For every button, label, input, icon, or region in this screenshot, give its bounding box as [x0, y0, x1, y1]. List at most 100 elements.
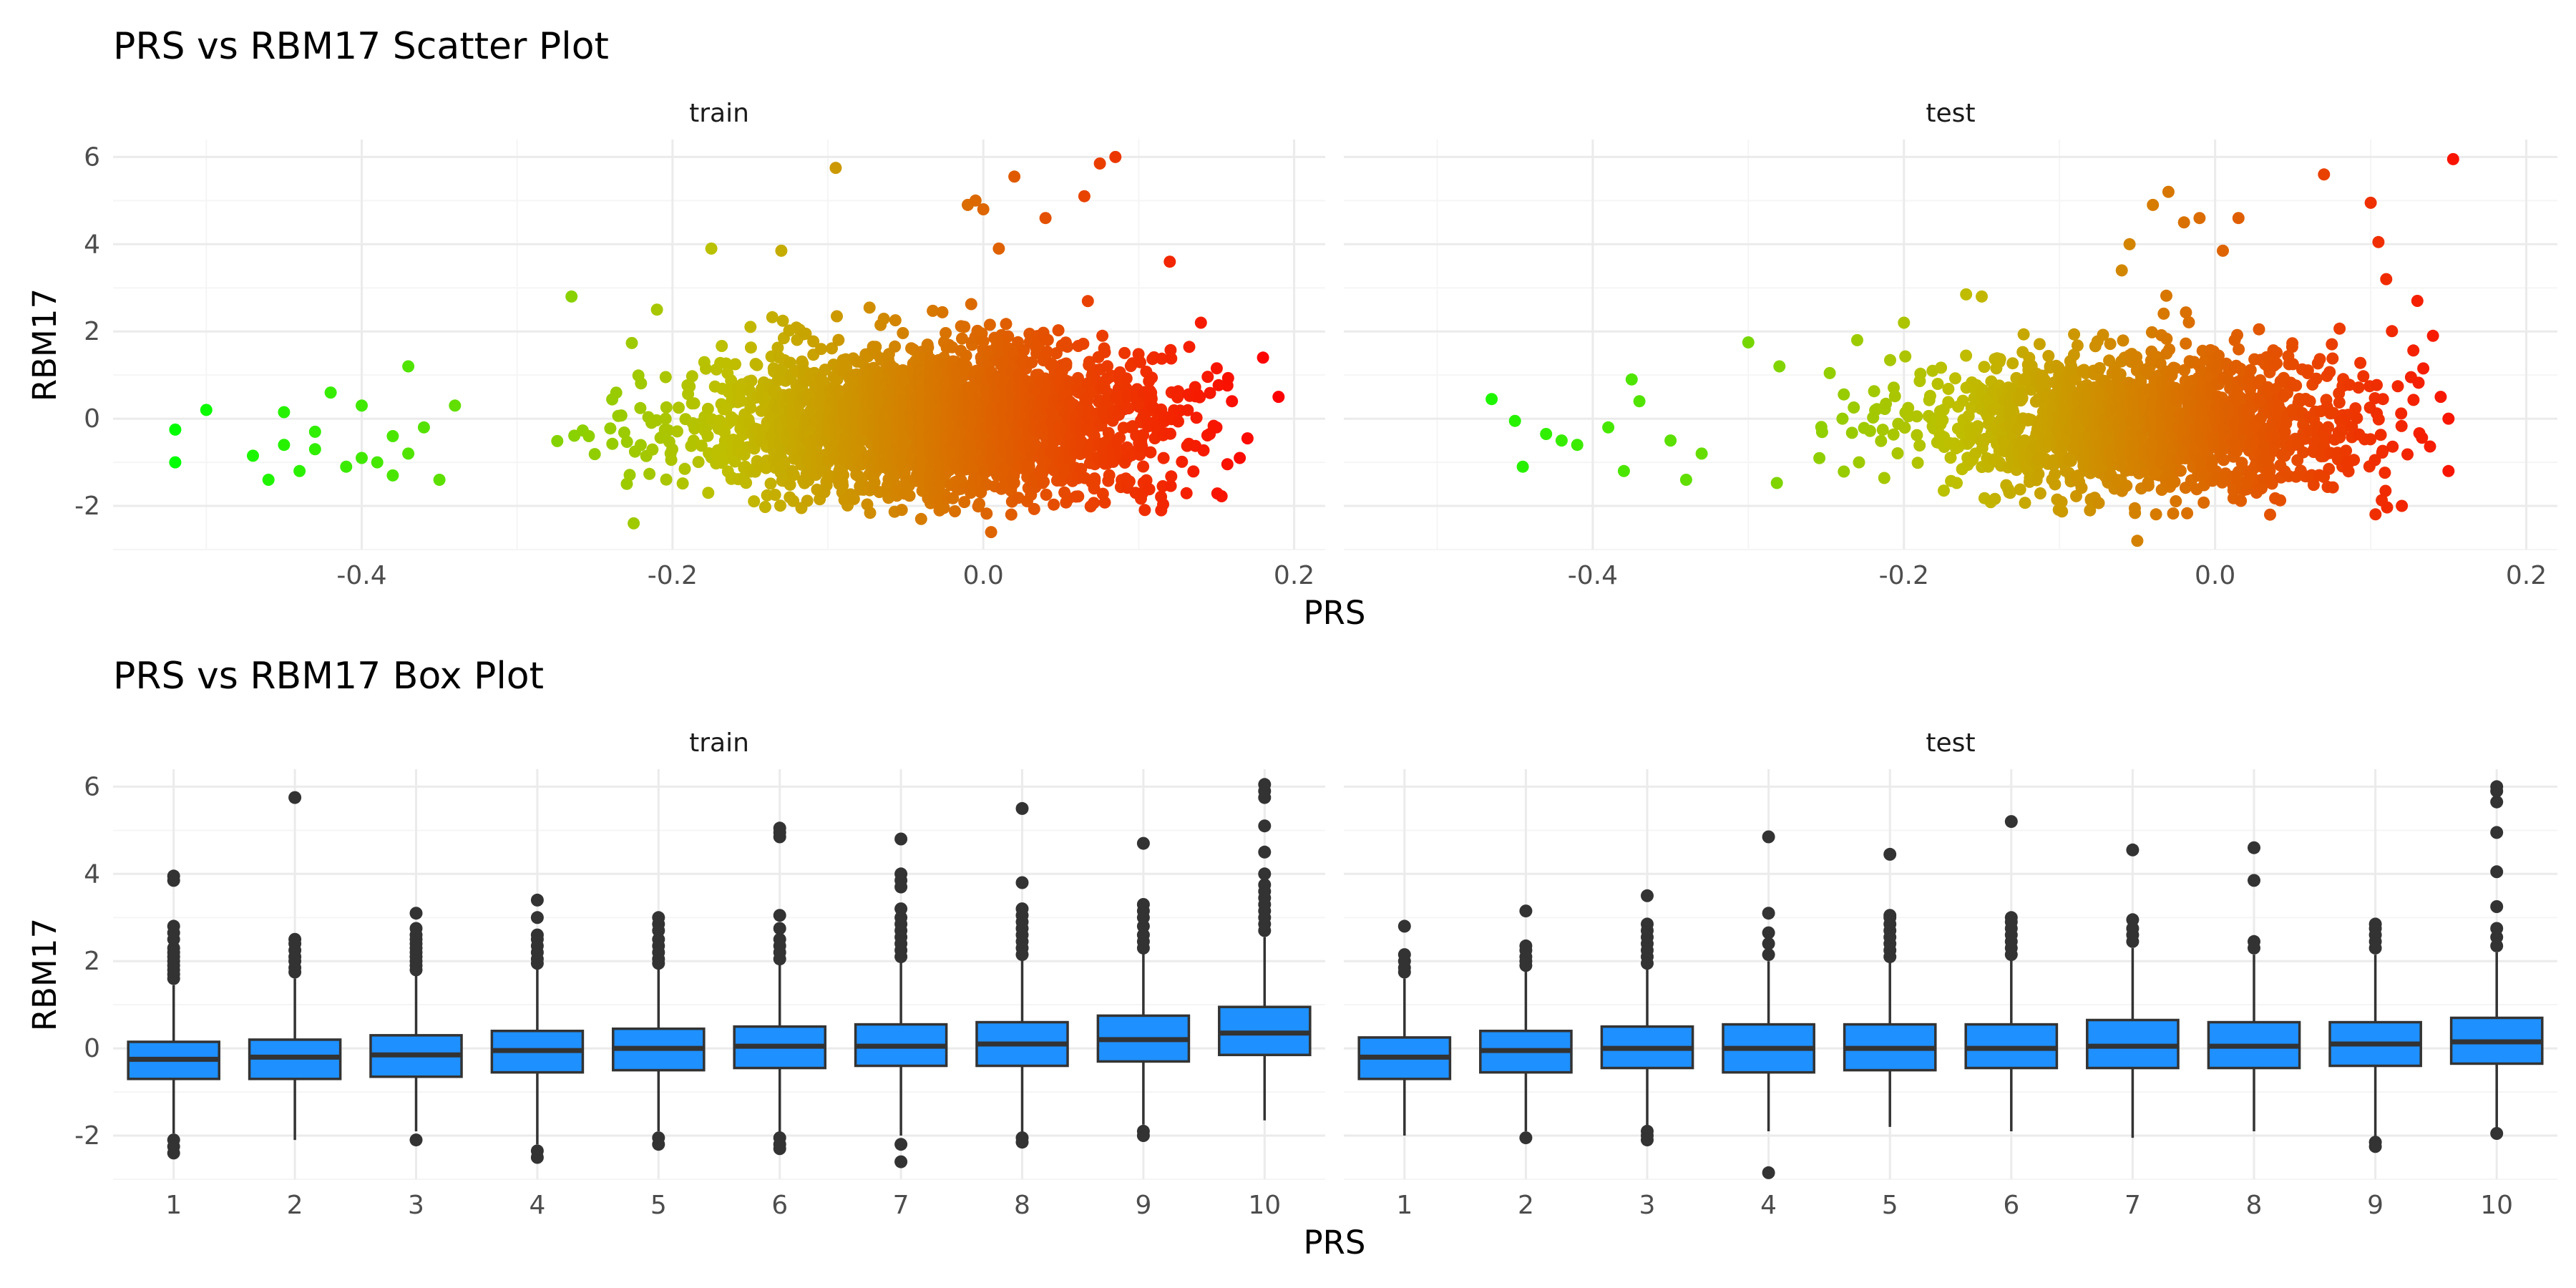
scatter-train-point [646, 443, 659, 456]
scatter-test-point [2071, 339, 2084, 352]
scatter-test-point [2123, 238, 2136, 250]
box-test-x-tick-label: 9 [2367, 1191, 2384, 1220]
box-test-x-tick-label: 1 [1396, 1191, 1413, 1220]
box-test-cat-10-outlier [2490, 780, 2504, 794]
scatter-train-point [671, 425, 683, 438]
box-test-cat-10-outlier [2490, 922, 2504, 935]
scatter-test-point [2426, 329, 2439, 342]
scatter-test-point [2351, 411, 2363, 424]
scatter-train-point [1190, 411, 1203, 424]
box-train-cat-3-outlier [409, 922, 423, 935]
box-train-y-tick-label: -2 [74, 1121, 100, 1151]
scatter-test-point [2386, 325, 2399, 338]
scatter-train-point [740, 477, 753, 489]
scatter-test-point [2169, 362, 2182, 375]
box-train-x-tick-label: 10 [1248, 1191, 1281, 1220]
scatter-test-point [2333, 396, 2346, 409]
scatter-test-point [2131, 535, 2144, 547]
scatter-test-point [2193, 212, 2206, 225]
scatter-test-x-tick-label: -0.4 [1568, 561, 1618, 590]
scatter-train-point [615, 409, 628, 422]
scatter-train-point [662, 424, 675, 436]
scatter-train-point [402, 360, 415, 373]
box-test-cat-10-outlier [2490, 900, 2504, 913]
scatter-test-point [1742, 336, 1755, 348]
scatter-train-point [807, 335, 820, 348]
scatter-plot-title: PRS vs RBM17 Scatter Plot [113, 25, 609, 68]
scatter-test-point [2303, 395, 2316, 408]
scatter-train-point [1241, 432, 1254, 445]
scatter-test-point [1880, 397, 1893, 410]
scatter-test-point [2117, 334, 2129, 347]
box-test-cat-9-outlier [2368, 917, 2382, 931]
scatter-test-point [1845, 426, 1858, 439]
scatter-test-point [1868, 385, 1880, 398]
scatter-test-point [1815, 426, 1828, 439]
scatter-test-point [2326, 481, 2339, 494]
scatter-test-point [1838, 465, 1850, 478]
scatter-train-y-tick-label: 4 [84, 230, 100, 259]
scatter-test-point [2322, 421, 2334, 434]
scatter-test-point [1914, 367, 1927, 380]
scatter-test-point [1911, 457, 1924, 469]
scatter-test-point [2412, 376, 2425, 389]
scatter-test-point [1823, 366, 1836, 379]
scatter-train-point [1143, 483, 1156, 496]
scatter-test-point [2150, 508, 2162, 521]
scatter-test-point [2162, 185, 2175, 198]
box-train-cat-1-outlier [167, 1146, 180, 1160]
scatter-test-point [2407, 344, 2420, 357]
scatter-test-point [2320, 433, 2332, 446]
scatter-test-point [2168, 475, 2181, 488]
box-test-cat-8-outlier [2248, 841, 2260, 854]
box-train-x-tick-label: 7 [893, 1191, 909, 1220]
scatter-test-point [1911, 429, 1923, 441]
scatter-test-point [1848, 401, 1860, 414]
scatter-train-point [660, 473, 673, 486]
scatter-train-point [868, 476, 881, 489]
scatter-train-point [701, 402, 714, 415]
scatter-test-point [1485, 393, 1498, 406]
scatter-train-point [1118, 346, 1131, 359]
scatter-train-point [634, 439, 647, 452]
box-train-cat-9-outlier [1136, 1129, 1150, 1142]
scatter-train-point [1226, 395, 1239, 408]
scatter-train-point [417, 421, 430, 434]
scatter-test-x-tick-label: 0.0 [2195, 561, 2235, 590]
scatter-test-point [2056, 505, 2069, 518]
scatter-test-point [2369, 508, 2382, 521]
scatter-train-point [625, 336, 638, 349]
scatter-test-point [2313, 353, 2326, 366]
scatter-test-point [2147, 198, 2160, 211]
scatter-test-point [2067, 348, 2080, 361]
scatter-train-point [969, 194, 982, 207]
box-train-cat-10-outlier [1258, 778, 1272, 791]
scatter-train-point [1018, 344, 1030, 357]
box-test-cat-5-outlier [1883, 909, 1897, 922]
scatter-test-point [1913, 439, 1926, 452]
scatter-test-point [2416, 431, 2429, 444]
scatter-test-point [2446, 152, 2459, 165]
scatter-test-point [2145, 326, 2158, 338]
scatter-train-point [958, 496, 971, 509]
box-train-cat-9-outlier [1136, 836, 1150, 850]
scatter-train-point [831, 310, 843, 323]
box-test-x-tick-label: 10 [2480, 1191, 2513, 1220]
scatter-train-point [1144, 446, 1157, 459]
scatter-train-point [618, 426, 630, 439]
box-train-x-tick-label: 2 [287, 1191, 303, 1220]
scatter-test-point [2244, 364, 2257, 376]
scatter-train-point [371, 456, 384, 469]
scatter-test-point [2114, 368, 2127, 381]
box-test-cat-8-outlier [2248, 935, 2260, 948]
scatter-test-x-tick-label: 0.2 [2506, 561, 2547, 590]
scatter-train-point [1077, 338, 1090, 350]
scatter-train-point [949, 505, 961, 517]
scatter-test-point [1935, 361, 1948, 374]
box-test-x-tick-label: 7 [2124, 1191, 2141, 1220]
scatter-train-point [744, 321, 757, 333]
box-train-y-tick-label: 4 [84, 859, 100, 889]
scatter-test-point [2049, 468, 2062, 481]
